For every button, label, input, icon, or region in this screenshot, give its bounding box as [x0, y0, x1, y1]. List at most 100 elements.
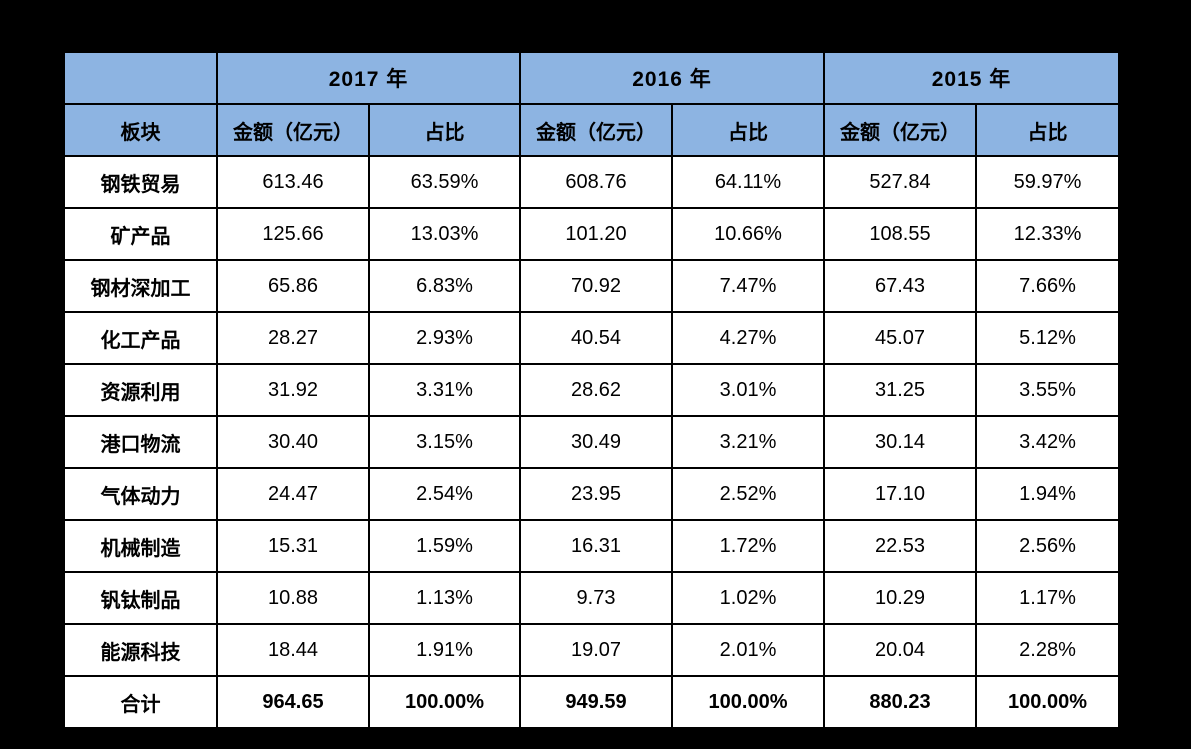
table-row: 港口物流 30.40 3.15% 30.49 3.21% 30.14 3.42% — [63, 415, 1120, 469]
value-cell: 28.62 — [519, 363, 673, 417]
value-cell: 59.97% — [975, 155, 1120, 209]
value-cell: 2.54% — [368, 467, 521, 521]
total-value-cell: 949.59 — [519, 675, 673, 729]
value-cell: 40.54 — [519, 311, 673, 365]
value-cell: 5.12% — [975, 311, 1120, 365]
corner-cell — [63, 51, 218, 105]
value-cell: 7.47% — [671, 259, 825, 313]
sector-revenue-table: 2017 年 2016 年 2015 年 板块 金额（亿元） 占比 金额（亿元）… — [63, 51, 1120, 729]
total-label-cell: 合计 — [63, 675, 218, 729]
value-cell: 17.10 — [823, 467, 977, 521]
value-cell: 64.11% — [671, 155, 825, 209]
value-cell: 2.52% — [671, 467, 825, 521]
value-cell: 608.76 — [519, 155, 673, 209]
total-value-cell: 880.23 — [823, 675, 977, 729]
value-cell: 65.86 — [216, 259, 370, 313]
value-cell: 24.47 — [216, 467, 370, 521]
table-container: 2017 年 2016 年 2015 年 板块 金额（亿元） 占比 金额（亿元）… — [63, 51, 1120, 729]
sector-cell: 港口物流 — [63, 415, 218, 469]
total-value-cell: 100.00% — [671, 675, 825, 729]
year-header-2016: 2016 年 — [519, 51, 825, 105]
table-row: 机械制造 15.31 1.59% 16.31 1.72% 22.53 2.56% — [63, 519, 1120, 573]
share-column-header-2015: 占比 — [975, 103, 1120, 157]
value-cell: 2.93% — [368, 311, 521, 365]
table-row: 气体动力 24.47 2.54% 23.95 2.52% 17.10 1.94% — [63, 467, 1120, 521]
share-column-header-2016: 占比 — [671, 103, 825, 157]
table-row: 钒钛制品 10.88 1.13% 9.73 1.02% 10.29 1.17% — [63, 571, 1120, 625]
value-cell: 3.01% — [671, 363, 825, 417]
value-cell: 2.01% — [671, 623, 825, 677]
value-cell: 45.07 — [823, 311, 977, 365]
table-row: 能源科技 18.44 1.91% 19.07 2.01% 20.04 2.28% — [63, 623, 1120, 677]
value-cell: 125.66 — [216, 207, 370, 261]
value-cell: 10.88 — [216, 571, 370, 625]
share-column-header-2017: 占比 — [368, 103, 521, 157]
value-cell: 7.66% — [975, 259, 1120, 313]
sector-cell: 气体动力 — [63, 467, 218, 521]
value-cell: 63.59% — [368, 155, 521, 209]
value-cell: 9.73 — [519, 571, 673, 625]
value-cell: 30.49 — [519, 415, 673, 469]
amount-column-header-2016: 金额（亿元） — [519, 103, 673, 157]
value-cell: 3.15% — [368, 415, 521, 469]
value-cell: 1.91% — [368, 623, 521, 677]
value-cell: 6.83% — [368, 259, 521, 313]
amount-column-header-2015: 金额（亿元） — [823, 103, 977, 157]
value-cell: 12.33% — [975, 207, 1120, 261]
value-cell: 30.14 — [823, 415, 977, 469]
value-cell: 70.92 — [519, 259, 673, 313]
value-cell: 1.13% — [368, 571, 521, 625]
value-cell: 4.27% — [671, 311, 825, 365]
value-cell: 1.02% — [671, 571, 825, 625]
value-cell: 1.94% — [975, 467, 1120, 521]
value-cell: 10.29 — [823, 571, 977, 625]
value-cell: 1.72% — [671, 519, 825, 573]
sector-cell: 能源科技 — [63, 623, 218, 677]
sector-cell: 钒钛制品 — [63, 571, 218, 625]
value-cell: 23.95 — [519, 467, 673, 521]
sector-cell: 矿产品 — [63, 207, 218, 261]
value-cell: 1.17% — [975, 571, 1120, 625]
table-row: 矿产品 125.66 13.03% 101.20 10.66% 108.55 1… — [63, 207, 1120, 261]
value-cell: 31.25 — [823, 363, 977, 417]
sector-cell: 资源利用 — [63, 363, 218, 417]
sector-cell: 化工产品 — [63, 311, 218, 365]
amount-column-header-2017: 金额（亿元） — [216, 103, 370, 157]
value-cell: 18.44 — [216, 623, 370, 677]
total-value-cell: 964.65 — [216, 675, 370, 729]
total-value-cell: 100.00% — [975, 675, 1120, 729]
table-row: 钢材深加工 65.86 6.83% 70.92 7.47% 67.43 7.66… — [63, 259, 1120, 313]
value-cell: 31.92 — [216, 363, 370, 417]
column-header-row: 板块 金额（亿元） 占比 金额（亿元） 占比 金额（亿元） 占比 — [63, 103, 1120, 157]
value-cell: 10.66% — [671, 207, 825, 261]
sector-cell: 钢材深加工 — [63, 259, 218, 313]
value-cell: 101.20 — [519, 207, 673, 261]
value-cell: 67.43 — [823, 259, 977, 313]
value-cell: 22.53 — [823, 519, 977, 573]
year-header-2017: 2017 年 — [216, 51, 521, 105]
value-cell: 30.40 — [216, 415, 370, 469]
total-row: 合计 964.65 100.00% 949.59 100.00% 880.23 … — [63, 675, 1120, 729]
value-cell: 3.42% — [975, 415, 1120, 469]
value-cell: 3.21% — [671, 415, 825, 469]
value-cell: 13.03% — [368, 207, 521, 261]
value-cell: 19.07 — [519, 623, 673, 677]
total-value-cell: 100.00% — [368, 675, 521, 729]
table-row: 钢铁贸易 613.46 63.59% 608.76 64.11% 527.84 … — [63, 155, 1120, 209]
value-cell: 3.55% — [975, 363, 1120, 417]
value-cell: 28.27 — [216, 311, 370, 365]
value-cell: 108.55 — [823, 207, 977, 261]
table-row: 化工产品 28.27 2.93% 40.54 4.27% 45.07 5.12% — [63, 311, 1120, 365]
value-cell: 15.31 — [216, 519, 370, 573]
value-cell: 1.59% — [368, 519, 521, 573]
value-cell: 16.31 — [519, 519, 673, 573]
value-cell: 2.56% — [975, 519, 1120, 573]
sector-cell: 钢铁贸易 — [63, 155, 218, 209]
value-cell: 527.84 — [823, 155, 977, 209]
year-header-2015: 2015 年 — [823, 51, 1120, 105]
value-cell: 2.28% — [975, 623, 1120, 677]
value-cell: 3.31% — [368, 363, 521, 417]
value-cell: 613.46 — [216, 155, 370, 209]
sector-cell: 机械制造 — [63, 519, 218, 573]
sector-column-header: 板块 — [63, 103, 218, 157]
